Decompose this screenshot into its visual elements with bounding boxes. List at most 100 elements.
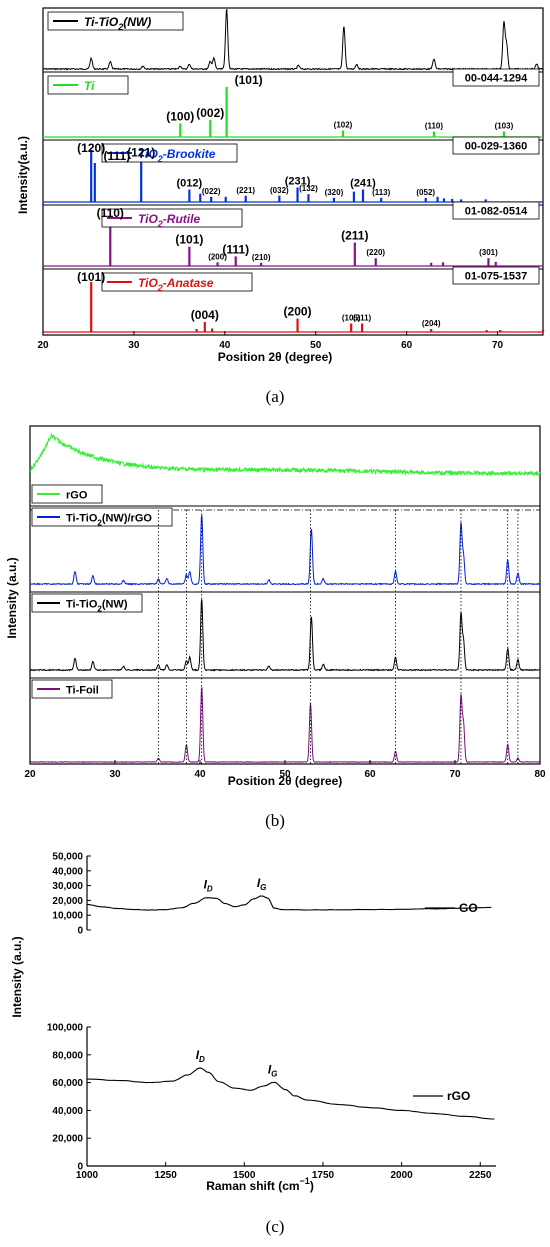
panel-c-y-tick-label: 100,000: [47, 1023, 84, 1034]
panel-a-hkl-label: (221): [236, 186, 255, 195]
panel-a-pdf-box: [452, 68, 540, 87]
panel-a-hkl-label: (320): [325, 188, 344, 197]
panel-c-x-tick-label: 1750: [312, 1170, 335, 1181]
panel-a-legend-box: [47, 11, 184, 31]
panel-b-trace: [29, 599, 541, 672]
panel-a-hkl-label: (103): [495, 122, 514, 131]
panel-a-hkl-label: (241): [350, 178, 376, 190]
panel-a-hkl-label: (105): [342, 314, 361, 323]
panel-c-x-tick-label: 1000: [76, 1170, 99, 1181]
panel-b-legend-box: [31, 507, 173, 527]
panel-b-x-label: Position 2θ (degree): [228, 774, 343, 788]
panel-a-x-tick-label: 70: [492, 340, 504, 351]
panel-c-subplot-go: 0 10,000 20,000 30,000 40,000 50,000 ID IG GO: [52, 852, 492, 937]
panel-a-hkl-label: (100): [166, 110, 194, 124]
panel-c-trace: [86, 1067, 495, 1120]
panel-a-hkl-label: (200): [284, 305, 312, 319]
panel-b-trace: [29, 432, 541, 477]
panel-a-series-tio2-rutile: TiO2-Rutile 01-082-0514 (110) (101) (200)(11…: [43, 201, 543, 267]
panel-b-legend-box: [31, 484, 103, 504]
panel-a-hkl-label: (231): [285, 175, 311, 187]
panel-c-y-tick-label: 30,000: [52, 881, 83, 892]
panel-c-peak-label: ID: [204, 878, 213, 894]
panel-c-y-tick-label: 50,000: [52, 852, 83, 863]
panel-c-legend-label: rGO: [447, 1089, 470, 1103]
panel-a-y-label: Intensity(a.u.): [16, 136, 30, 214]
panel-a-hkl-label: (101): [77, 270, 105, 284]
panel-b-x-axis: 20 30 40 50 60 70 80: [24, 760, 546, 780]
panel-b-stacks: rGO Ti-TiO2(NW)/rGO Ti-TiO2(NW) Ti-Foil: [29, 425, 541, 765]
panel-c-caption: (c): [266, 1217, 285, 1236]
panel-c-y-tick-label: 80,000: [52, 1050, 83, 1061]
panel-c-y-tick-label: 40,000: [52, 1106, 83, 1117]
panel-a-legend-label: TiO2-Brookite: [138, 147, 216, 164]
panel-a: Ti-TiO2(NW) Ti 00-044-1294 (100) (002) (101) (…: [16, 7, 545, 406]
panel-c-peak-label: IG: [257, 876, 267, 892]
panel-a-hkl-label: (204): [422, 319, 441, 328]
panel-c-x-label: Raman shift (cm−1): [206, 1176, 314, 1193]
panel-a-pdf-code: 01-075-1537: [465, 271, 527, 283]
panel-c-y-tick-label: 0: [77, 926, 83, 937]
panel-a-hkl-label: (101): [235, 73, 263, 87]
panel-a-pdf-code: 00-029-1360: [465, 141, 527, 153]
panel-b-series-rgo: rGO: [29, 432, 541, 504]
panel-a-hkl-label: (101): [175, 233, 203, 247]
panel-c-peak-label: ID: [196, 1048, 205, 1064]
panel-b-legend-label: Ti-Foil: [66, 685, 99, 697]
panel-a-hkl-label: (120): [77, 141, 105, 155]
panel-c-x-tick-label: 2250: [469, 1170, 492, 1181]
panel-a-legend-label: Ti: [84, 79, 95, 93]
panel-a-series-tio2-anatase: TiO2-Anatase 01-075-1537 (101) (004) (200) (1…: [43, 266, 545, 333]
panel-b-legend-label: Ti-TiO2(NW)/rGO: [66, 513, 152, 528]
panel-b: rGO Ti-TiO2(NW)/rGO Ti-TiO2(NW) Ti-Foil 20 3…: [5, 425, 546, 830]
panel-a-legend-box: [101, 143, 238, 163]
panel-b-legend-box: [31, 593, 143, 613]
panel-a-pdf-code: 00-044-1294: [465, 73, 528, 85]
panel-a-x-tick-label: 30: [128, 340, 140, 351]
panel-a-pdf-box: [452, 136, 540, 155]
panel-a-hkl-label: (032): [270, 186, 289, 195]
panel-c-y-tick-label: 40,000: [52, 866, 83, 877]
panel-a-legend-label: TiO2-Anatase: [138, 276, 214, 293]
panel-b-x-tick-label: 40: [194, 769, 206, 780]
panel-b-x-tick-label: 80: [534, 769, 546, 780]
panel-c-plots: 0 10,000 20,000 30,000 40,000 50,000 ID IG GO 0 20…: [47, 852, 496, 1181]
panel-a-x-tick-label: 40: [219, 340, 231, 351]
panel-a-pdf-code: 01-082-0514: [465, 206, 528, 218]
panel-a-x-label: Position 2θ (degree): [218, 350, 333, 364]
panel-c-legend-label: GO: [459, 901, 478, 915]
panel-a-hkl-label: (210): [252, 253, 271, 262]
panel-a-hkl-label: (110): [97, 206, 124, 220]
panel-c-x-tick-label: 1250: [155, 1170, 178, 1181]
panel-a-hkl-label: (200): [208, 252, 227, 261]
panel-c-y-tick-label: 20,000: [52, 896, 83, 907]
panel-a-hkl-label: (301): [479, 248, 498, 257]
panel-b-x-tick-label: 20: [24, 769, 36, 780]
panel-a-frame: [42, 7, 544, 336]
panel-a-x-tick-label: 50: [310, 340, 322, 351]
panel-a-hkl-label: (121): [127, 145, 155, 159]
panel-b-x-tick-label: 70: [449, 769, 461, 780]
panel-a-hkl-label: (002): [196, 106, 224, 120]
panel-b-series-ti-tio2-nw: Ti-TiO2(NW): [29, 591, 541, 672]
panel-b-legend-label: Ti-TiO2(NW): [66, 599, 128, 614]
panel-a-legend-box: [101, 208, 243, 228]
panel-c-y-tick-label: 60,000: [52, 1078, 83, 1089]
panel-b-trace: [29, 515, 541, 586]
panel-a-series-ti: Ti 00-044-1294 (100) (002) (101) (102) (110) (1…: [43, 68, 543, 138]
panel-a-hkl-label: (022): [202, 187, 221, 196]
panel-c: 0 10,000 20,000 30,000 40,000 50,000 ID IG GO 0 20…: [10, 852, 496, 1236]
panel-a-hkl-label: (111): [222, 242, 249, 256]
panel-a-hkl-label: (111): [103, 149, 130, 163]
panel-a-pdf-box: [452, 266, 540, 285]
panel-c-peak-label: IG: [268, 1062, 278, 1078]
panel-b-y-label: Intensity (a.u.): [5, 557, 19, 638]
panel-b-x-tick-label: 60: [364, 769, 376, 780]
panel-a-x-tick-label: 20: [37, 340, 49, 351]
panel-a-hkl-label: (052): [416, 188, 435, 197]
panel-a-x-tick-label: 60: [401, 340, 413, 351]
panel-c-x-tick-label: 2000: [390, 1170, 413, 1181]
panel-a-hkl-label: (110): [425, 122, 444, 131]
panel-c-trace: [86, 895, 492, 911]
